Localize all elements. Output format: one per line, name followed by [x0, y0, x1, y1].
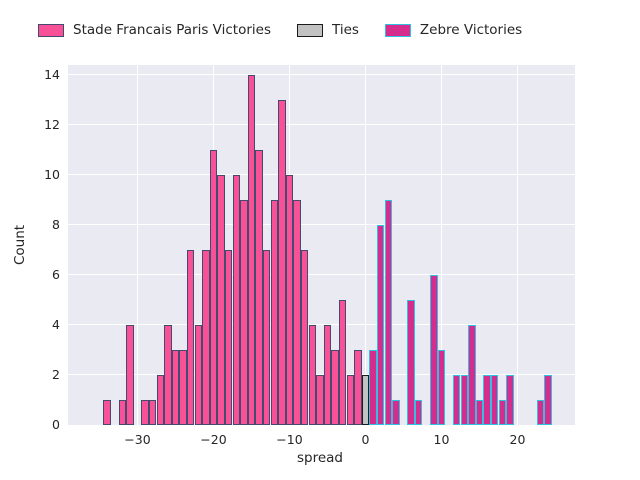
histogram-bar-zebre — [414, 400, 423, 425]
histogram-bar-stade — [103, 400, 111, 425]
legend-label-stade-francais: Stade Francais Paris Victories — [73, 22, 271, 38]
histogram-bar-stade — [217, 175, 225, 425]
histogram-bar-stade — [255, 150, 263, 425]
x-tick-label: −10 — [276, 432, 303, 447]
histogram-bar-stade — [156, 375, 165, 425]
histogram-bar-stade — [118, 400, 127, 425]
y-gridline — [68, 173, 575, 175]
histogram-bar-stade — [141, 400, 149, 425]
y-tick-label: 0 — [52, 417, 60, 432]
y-tick-label: 4 — [52, 317, 60, 332]
histogram-bar-stade — [186, 250, 195, 425]
histogram-bar-stade — [300, 250, 309, 425]
histogram-bar-zebre — [468, 325, 476, 425]
histogram-bar-zebre — [460, 375, 469, 425]
histogram-bar-stade — [232, 175, 241, 425]
histogram-bar-stade — [338, 300, 347, 425]
histogram-bar-zebre — [430, 275, 438, 425]
y-tick-label: 12 — [44, 117, 60, 132]
histogram-bar-stade — [202, 250, 210, 425]
histogram-bar-zebre — [392, 400, 400, 425]
legend-item-ties: Ties — [296, 22, 359, 38]
histogram-bar-zebre — [498, 400, 507, 425]
histogram-bar-zebre — [483, 375, 491, 425]
histogram-bar-stade — [247, 75, 256, 425]
y-tick-label: 8 — [52, 217, 60, 232]
histogram-bar-stade — [354, 350, 362, 425]
histogram-bar-stade — [209, 150, 218, 425]
x-tick-label: 10 — [433, 432, 450, 447]
histogram-bar-stade — [194, 325, 203, 425]
y-axis-label: Count — [12, 224, 28, 266]
legend-label-ties: Ties — [331, 22, 359, 38]
histogram-bar-stade — [164, 325, 172, 425]
y-tick-label: 6 — [52, 267, 60, 282]
histogram-bar-zebre — [369, 350, 377, 425]
x-tick-label: 20 — [509, 432, 526, 447]
histogram-bar-stade — [148, 400, 157, 425]
histogram-bar-stade — [316, 375, 324, 425]
histogram-bar-zebre — [506, 375, 514, 425]
histogram-bar-zebre — [452, 375, 461, 425]
histogram-bar-stade — [346, 375, 355, 425]
histogram-bar-zebre — [437, 350, 446, 425]
ties-swatch — [296, 23, 323, 37]
x-axis-label: spread — [296, 450, 344, 466]
histogram-bar-stade — [171, 350, 180, 425]
x-gridline — [136, 65, 139, 425]
histogram-bar-stade — [240, 200, 248, 425]
histogram-bar-tie — [361, 375, 370, 425]
histogram-bar-stade — [224, 250, 233, 425]
histogram-bar-zebre — [536, 400, 545, 425]
y-gridline — [68, 123, 575, 125]
y-gridline — [68, 273, 575, 275]
histogram-bar-stade — [179, 350, 187, 425]
stade-francais-swatch — [38, 23, 64, 37]
histogram-bar-zebre — [490, 375, 499, 425]
histogram-bar-stade — [285, 175, 294, 425]
legend-item-zebre: Zebre Victories — [384, 22, 523, 38]
legend-item-stade-francais: Stade Francais Paris Victories — [38, 22, 271, 38]
histogram-bar-stade — [262, 250, 271, 425]
histogram-bar-stade — [323, 325, 332, 425]
histogram-bar-zebre — [475, 400, 484, 425]
y-gridline — [68, 373, 575, 375]
zebre-swatch — [384, 23, 411, 37]
histogram-bar-stade — [270, 200, 279, 425]
y-gridline — [68, 73, 575, 75]
x-tick-label: −20 — [200, 432, 227, 447]
histogram-bar-stade — [308, 325, 317, 425]
x-tick-label: −30 — [124, 432, 151, 447]
x-gridline — [516, 65, 519, 425]
histogram-bar-zebre — [384, 200, 393, 425]
histogram-bar-stade — [278, 100, 286, 425]
histogram-bar-zebre — [407, 300, 415, 425]
y-tick-label: 10 — [44, 167, 60, 182]
histogram-bar-stade — [293, 200, 301, 425]
histogram-bar-zebre — [544, 375, 552, 425]
y-tick-label: 2 — [52, 367, 60, 382]
x-gridline — [364, 65, 367, 425]
y-tick-label: 14 — [44, 67, 60, 82]
plot-area — [68, 65, 575, 425]
histogram-bar-zebre — [376, 225, 385, 425]
y-gridline — [68, 323, 575, 325]
x-gridline — [440, 65, 443, 425]
legend: Stade Francais Paris Victories Ties Zebr… — [38, 22, 522, 38]
y-gridline — [68, 223, 575, 225]
histogram-bar-stade — [126, 325, 134, 425]
x-tick-label: 0 — [361, 432, 370, 447]
legend-label-zebre: Zebre Victories — [419, 22, 523, 38]
histogram-bar-stade — [331, 350, 339, 425]
